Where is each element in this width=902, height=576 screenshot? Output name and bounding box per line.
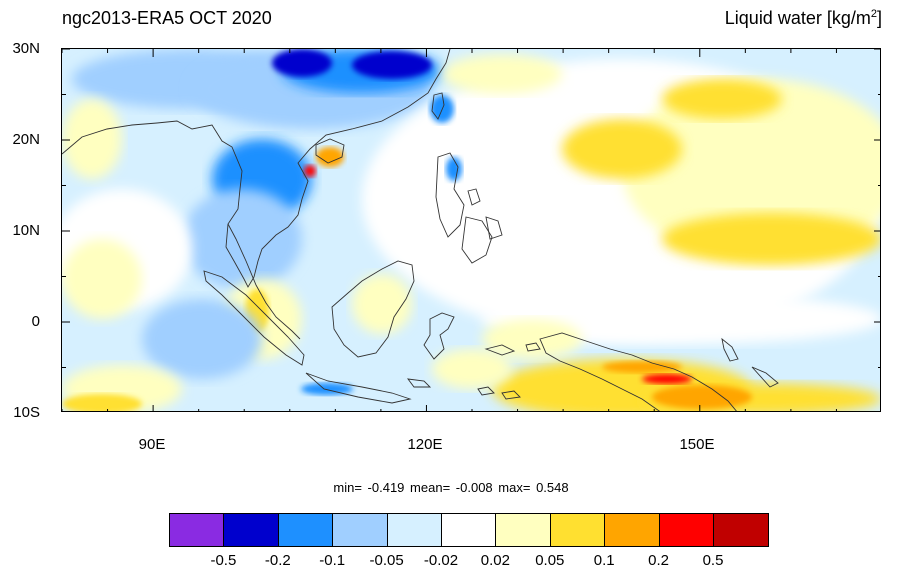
liquid-water-field	[62, 49, 880, 411]
anomaly-patch	[316, 147, 344, 167]
colorbar-label: -0.02	[423, 552, 459, 569]
colorbar-label: 0.05	[535, 552, 565, 569]
anomaly-patch	[662, 79, 782, 119]
colorbar-box	[278, 514, 334, 546]
anomaly-patch	[432, 349, 512, 389]
stat-max-value: 0.548	[536, 480, 569, 495]
stat-mean-value: -0.008	[455, 480, 493, 495]
colorbar-label: -0.1	[319, 552, 346, 569]
colorbar-box	[333, 514, 388, 546]
anomaly-patch	[304, 165, 316, 177]
anomaly-patch	[62, 239, 142, 319]
colorbar-box	[224, 514, 279, 546]
lat-label-20n: 20N	[12, 131, 40, 148]
variable-unit-close: ]	[876, 8, 882, 28]
anomaly-patch	[622, 79, 880, 259]
colorbar-label: -0.05	[369, 552, 404, 569]
anomaly-patch	[272, 49, 332, 77]
anomaly-patch	[482, 319, 582, 359]
lon-label-150e: 150E	[679, 436, 715, 453]
colorbar-box	[713, 514, 769, 546]
anomaly-patch	[652, 385, 752, 409]
stat-min-label: min=	[333, 480, 362, 495]
colorbar-box	[387, 514, 442, 546]
anomaly-patch	[446, 157, 462, 181]
lat-label-10n: 10N	[12, 222, 40, 239]
anomaly-patches	[62, 49, 880, 411]
anomaly-patch	[62, 394, 142, 411]
lon-label-90e: 90E	[138, 436, 166, 453]
colorbar-box	[659, 514, 714, 546]
colorbar-label: 0.1	[593, 552, 615, 569]
unit-exponent: 2	[870, 8, 877, 20]
colorbar-box	[550, 514, 606, 546]
anomaly-patch	[182, 189, 302, 289]
stat-max-label: max=	[498, 480, 531, 495]
lat-label-30n: 30N	[12, 40, 40, 57]
anomaly-patch	[482, 294, 880, 344]
axis-ticks	[62, 49, 880, 411]
variable-name: Liquid water [kg/m	[724, 8, 871, 28]
lat-label-0: 0	[31, 313, 40, 330]
colorbar-box	[496, 514, 551, 546]
lon-label-120e: 120E	[407, 436, 443, 453]
map-panel	[61, 48, 881, 412]
anomaly-patch	[442, 54, 562, 94]
anomaly-patch	[562, 119, 682, 179]
anomaly-patch	[301, 383, 353, 395]
colorbar-label: 0.5	[702, 552, 724, 569]
stat-min-value: -0.419	[367, 480, 405, 495]
anomaly-patch	[602, 361, 682, 373]
map-title: ngc2013-ERA5 OCT 2020	[62, 8, 272, 28]
anomaly-patch	[352, 274, 412, 334]
colorbar-label: -0.5	[210, 552, 237, 569]
stat-mean-label: mean=	[410, 480, 451, 495]
colorbar-label: 0.02	[480, 552, 510, 569]
colorbar-label: 0.2	[648, 552, 670, 569]
colorbar	[169, 513, 770, 547]
lat-label-10s: 10S	[13, 404, 40, 421]
colorbar-box	[170, 514, 225, 546]
stats-line: min= -0.419 mean= -0.008 max= 0.548	[0, 480, 902, 495]
colorbar-label: -0.2	[264, 552, 291, 569]
anomaly-patch	[642, 374, 692, 384]
variable-title: Liquid water [kg/m2]	[725, 8, 882, 29]
anomaly-patch	[142, 299, 262, 379]
anomaly-patch	[62, 99, 122, 179]
colorbar-box	[605, 514, 660, 546]
coastlines	[62, 49, 779, 411]
colorbar-box	[441, 514, 497, 546]
anomaly-patch	[662, 213, 880, 265]
anomaly-patch	[352, 51, 432, 79]
